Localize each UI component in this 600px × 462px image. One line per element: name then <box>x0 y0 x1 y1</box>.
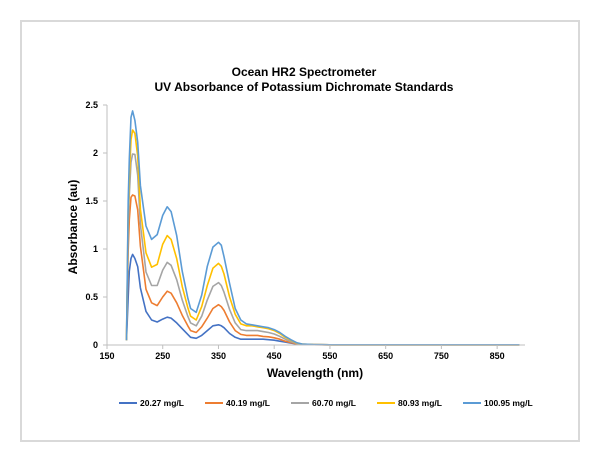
y-tick-label: 1.5 <box>85 196 98 206</box>
legend: 20.27 mg/L 40.19 mg/L 60.70 mg/L 80.93 mg/L… <box>119 398 533 408</box>
series-line-4 <box>125 129 520 346</box>
x-tick-label: 750 <box>434 351 449 361</box>
y-axis-title: Absorbance (au) <box>66 180 80 275</box>
legend-label-5: 100.95 mg/L <box>484 398 533 408</box>
y-tick-label: 1 <box>93 244 98 254</box>
axes-layer: 150 250 350 450 550 650 750 850 0 0.5 1 1.5 2 2.5 <box>85 100 525 361</box>
y-tick-label: 0.5 <box>85 292 98 302</box>
series-line-3 <box>125 153 520 346</box>
legend-label-3: 60.70 mg/L <box>312 398 356 408</box>
x-tick-label: 650 <box>378 351 393 361</box>
y-tick-label: 2 <box>93 148 98 158</box>
x-tick-label: 850 <box>490 351 505 361</box>
x-tick-label: 350 <box>211 351 226 361</box>
chart-subtitle: UV Absorbance of Potassium Dichromate St… <box>155 80 454 94</box>
chart-frame: Ocean HR2 Spectrometer UV Absorbance of … <box>20 20 580 442</box>
legend-label-4: 80.93 mg/L <box>398 398 442 408</box>
x-tick-label: 150 <box>99 351 114 361</box>
x-tick-label: 450 <box>267 351 282 361</box>
legend-label-1: 20.27 mg/L <box>140 398 184 408</box>
chart-title: Ocean HR2 Spectrometer <box>232 65 377 79</box>
y-tick-label: 0 <box>93 340 98 350</box>
series-layer <box>125 110 520 346</box>
x-axis-title: Wavelength (nm) <box>267 366 363 380</box>
series-line-2 <box>125 194 520 346</box>
x-tick-label: 550 <box>322 351 337 361</box>
legend-label-2: 40.19 mg/L <box>226 398 270 408</box>
chart-svg: Ocean HR2 Spectrometer UV Absorbance of … <box>66 65 533 408</box>
y-tick-label: 2.5 <box>85 100 98 110</box>
x-tick-label: 250 <box>155 351 170 361</box>
series-line-5 <box>125 110 520 346</box>
